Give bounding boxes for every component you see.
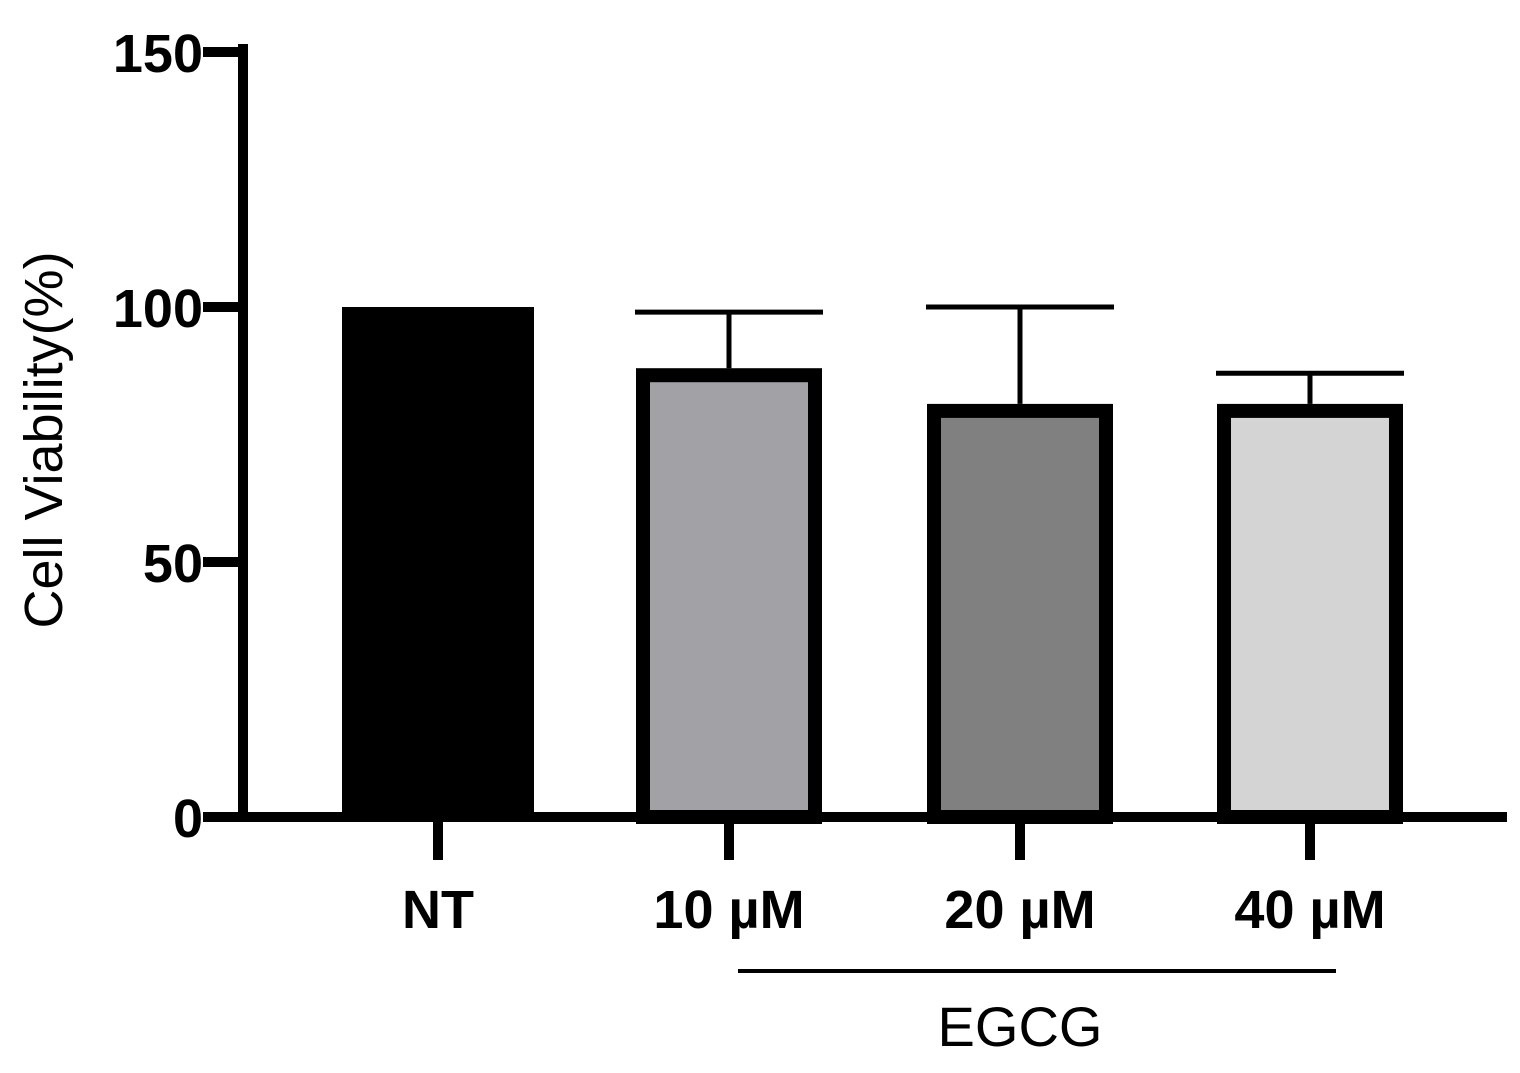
x-tick-label: 10 µM xyxy=(653,880,804,940)
error-bars xyxy=(635,304,1404,404)
bar xyxy=(636,368,822,824)
x-tick-label: NT xyxy=(402,880,474,940)
bars xyxy=(342,307,1403,824)
bar xyxy=(342,307,534,817)
y-axis-ticks: 0 50 100 150 xyxy=(113,24,243,849)
x-axis-ticks: NT 10 µM 20 µM 40 µM xyxy=(402,817,1386,940)
y-tick-label: 150 xyxy=(113,24,203,84)
x-tick-label: 20 µM xyxy=(944,880,1095,940)
x-tick-label: 40 µM xyxy=(1234,880,1385,940)
group-bracket-label: EGCG xyxy=(938,995,1103,1058)
y-tick-label: 100 xyxy=(113,279,203,339)
bar xyxy=(1217,403,1403,824)
y-axis-title: Cell Viability(%) xyxy=(14,251,74,628)
y-tick-label: 50 xyxy=(143,534,203,594)
bar xyxy=(927,403,1113,824)
y-tick-label: 0 xyxy=(173,789,203,849)
